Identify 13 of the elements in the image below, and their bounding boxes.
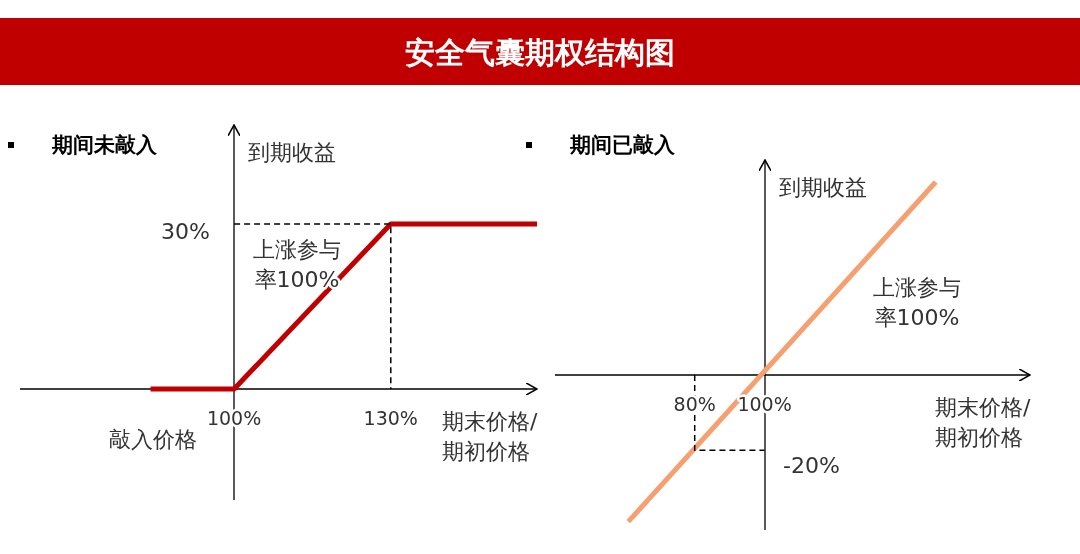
x-tick-label: 130%: [363, 407, 418, 429]
y-axis-title: 到期收益: [779, 175, 867, 200]
y-axis-title: 到期收益: [248, 140, 336, 165]
x-axis-title: 期末价格/期初价格: [442, 409, 538, 464]
chart-subtitle: 期间未敲入: [51, 133, 158, 157]
annotation: 上涨参与率100%: [873, 275, 961, 330]
chart-title: 安全气囊期权结构图: [405, 35, 675, 70]
chart-subtitle: 期间已敲入: [569, 133, 676, 157]
x-tick-label: 80%: [673, 393, 716, 415]
annotation: 30%: [161, 219, 210, 244]
text: 敲入价格: [109, 427, 197, 452]
annotation: -20%: [783, 453, 840, 478]
x-axis-title: 期末价格/期初价格: [935, 395, 1031, 450]
